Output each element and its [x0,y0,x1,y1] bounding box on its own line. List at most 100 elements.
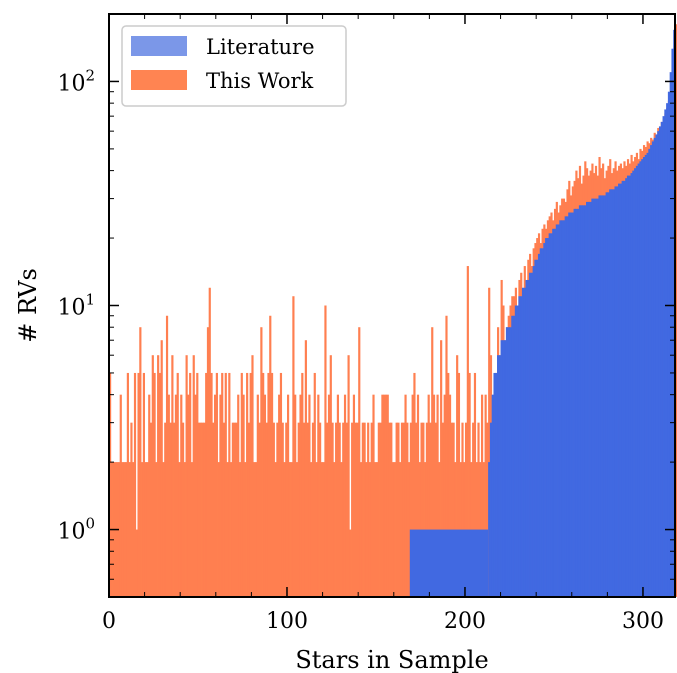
bar-this-work-168 [408,462,411,597]
bar-literature-233 [523,287,526,597]
bar-this-work-164 [400,422,404,597]
bar-this-work-144 [365,462,368,597]
bar-this-work-10 [126,372,129,597]
bar-this-work-181 [431,327,434,597]
bar-literature-279 [605,192,608,597]
bar-literature-298 [639,161,642,597]
bar-this-work-160 [393,462,396,597]
literature-bars [409,29,676,598]
bar-this-work-161 [395,422,398,597]
bar-literature-232 [521,287,525,597]
bar-this-work-78 [247,422,251,597]
bar-this-work-98 [283,462,286,597]
bar-this-work-117 [317,394,320,597]
bar-literature-221 [502,340,505,597]
x-tick-label-0: 0 [102,609,116,634]
bar-this-work-43 [185,355,188,597]
bar-this-work-111 [306,422,309,597]
bar-this-work-85 [260,327,263,597]
bar-literature-299 [641,159,644,597]
bar-literature-215 [491,394,494,597]
bar-this-work-182 [432,394,436,597]
bar-this-work-201 [466,266,469,597]
bar-this-work-81 [253,462,256,597]
bar-this-work-28 [158,372,162,597]
bar-this-work-170 [411,394,414,597]
bar-this-work-200 [464,422,468,597]
bar-this-work-173 [416,394,420,597]
bar-literature-287 [619,183,623,597]
bar-this-work-126 [333,462,336,597]
bar-this-work-88 [265,422,268,597]
bar-literature-302 [646,152,649,597]
bar-this-work-190 [447,372,450,597]
bar-this-work-41 [181,422,185,597]
bar-this-work-52 [201,422,204,597]
bar-literature-241 [537,253,541,597]
bar-literature-239 [534,259,537,597]
bar-literature-282 [610,189,614,598]
bar-this-work-101 [288,462,291,597]
bar-this-work-15 [135,529,138,597]
bar-literature-237 [530,272,534,597]
bar-literature-214 [489,422,493,597]
bar-this-work-159 [392,462,395,597]
bar-literature-225 [509,327,512,597]
bar-this-work-163 [399,462,402,597]
bar-this-work-33 [167,394,170,597]
bar-literature-213 [488,462,491,597]
bar-literature-244 [543,243,546,597]
bar-this-work-135 [349,529,352,597]
bar-literature-223 [505,327,509,597]
bar-literature-305 [651,141,655,598]
bar-literature-312 [664,109,667,597]
bar-literature-310 [660,121,663,598]
bar-literature-272 [593,198,596,597]
x-tick-label-1: 100 [266,609,308,634]
bar-literature-253 [559,220,562,597]
bar-this-work-32 [165,315,169,597]
bar-this-work-77 [246,372,249,597]
bar-this-work-154 [383,394,386,597]
bar-literature-268 [586,201,589,597]
bar-this-work-62 [219,394,222,597]
bar-this-work-196 [457,372,461,597]
bar-literature-231 [520,296,523,597]
bar-this-work-60 [215,372,218,597]
bar-literature-313 [666,103,669,597]
bar-this-work-211 [484,394,487,597]
bar-this-work-83 [256,394,259,597]
bar-literature-295 [634,168,637,597]
bar-this-work-65 [224,372,227,597]
bar-literature-278 [603,195,606,597]
axis-ticks [108,13,675,598]
bar-this-work-145 [367,422,370,597]
bar-this-work-110 [304,340,307,597]
bar-this-work-105 [295,462,299,597]
bar-this-work-141 [359,462,363,597]
bar-this-work-44 [187,394,190,597]
bar-literature-261 [573,208,576,597]
bar-this-work-156 [386,394,389,597]
bar-this-work-158 [390,422,393,597]
bar-literature-273 [594,198,598,597]
bar-this-work-148 [372,394,375,597]
bar-literature-258 [568,212,571,597]
bar-this-work-23 [149,422,153,597]
bar-this-work-192 [450,422,453,597]
bar-this-work-150 [375,462,379,597]
bar-this-work-166 [404,394,407,597]
bar-this-work-180 [429,422,432,597]
bar-literature-246 [546,238,550,597]
bar-literature-segment-0 [409,529,489,597]
x-tick-labels: 0 100 200 300 [102,609,664,634]
bar-this-work-100 [286,394,290,597]
bar-literature-257 [566,216,569,597]
bar-literature-229 [516,305,519,597]
bar-this-work-103 [292,296,295,597]
y-tick-label-2: 102 [57,66,95,96]
bar-literature-308 [657,131,660,597]
bar-this-work-76 [244,462,247,597]
bar-literature-294 [632,170,635,597]
bar-this-work-42 [183,462,186,597]
